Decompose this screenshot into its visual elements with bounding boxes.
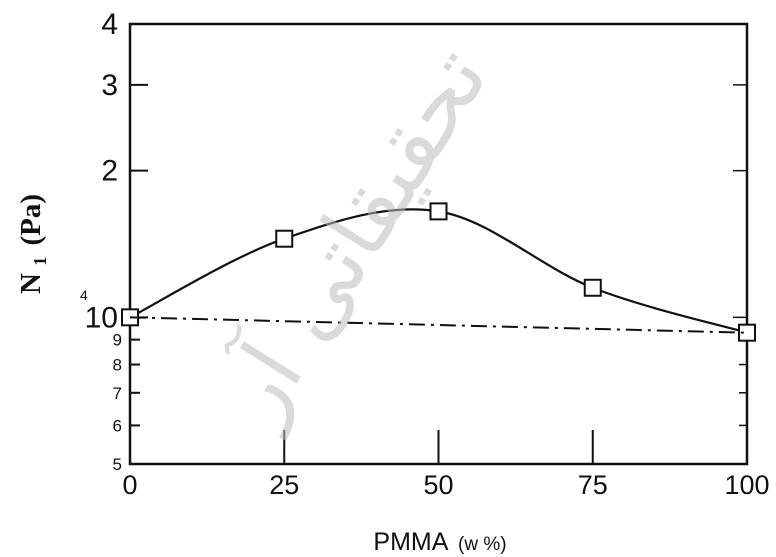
x-axis-ticks: 0 25 50 75 100 [122, 430, 770, 500]
x-axis-label: PMMA (w %) [373, 528, 506, 556]
x-axis-label-name: PMMA [373, 528, 448, 556]
x-tick-label: 0 [122, 470, 137, 500]
x-tick-label: 75 [578, 470, 608, 500]
y-tick-label: 3 [101, 69, 118, 102]
y-tick-label: 9 [113, 331, 122, 350]
y-axis-label: N 1 (Pa) [15, 194, 53, 294]
y-tick-label: 8 [113, 356, 122, 375]
data-point [275, 229, 294, 248]
x-tick-label: 50 [423, 470, 453, 500]
y-tick-label: 7 [113, 384, 122, 403]
y-tick-label: 4 [101, 8, 118, 41]
series-line-dashdot [129, 316, 748, 334]
y-tick-label: 10 [85, 301, 118, 334]
y-axis-label-subscript: 1 [30, 257, 50, 266]
y-tick-label: 5 [113, 455, 122, 474]
y-tick-label: 2 [101, 155, 118, 188]
y-tick-exponent: 4 [80, 287, 88, 303]
x-tick-label: 25 [269, 470, 299, 500]
x-tick-label: 100 [724, 470, 769, 500]
data-point [583, 278, 602, 297]
series-line-solid [129, 208, 748, 334]
series-layer [121, 202, 756, 342]
watermark: تحقیقاتی آر [197, 29, 508, 441]
y-tick-label: 6 [113, 416, 122, 435]
data-point [738, 323, 756, 342]
data-point [429, 202, 448, 221]
y-axis-label-name: N [15, 273, 47, 294]
y-axis-label-unit: (Pa) [15, 194, 47, 246]
x-axis-label-unit: (w %) [458, 534, 507, 555]
